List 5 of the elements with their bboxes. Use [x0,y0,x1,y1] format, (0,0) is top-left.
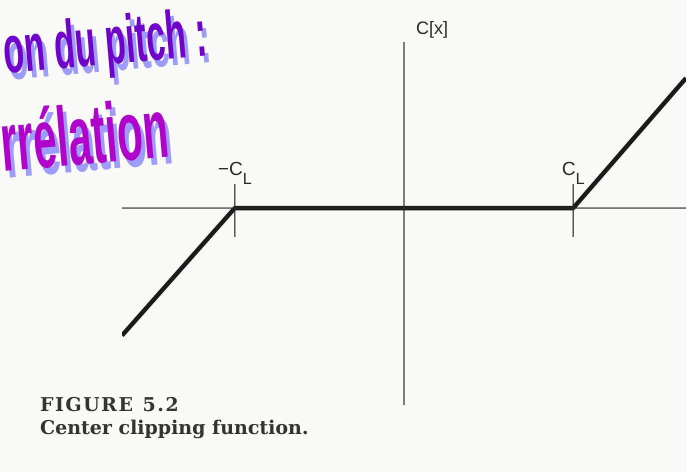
text: Center clipping function. [40,417,308,439]
text: FIGURE 5.2 [40,394,180,416]
x-tick-label: −C$_{L}$ [218,159,252,188]
y-axis-title: C[x] [416,18,448,38]
x-tick-label: C$_{L}$ [562,159,585,188]
